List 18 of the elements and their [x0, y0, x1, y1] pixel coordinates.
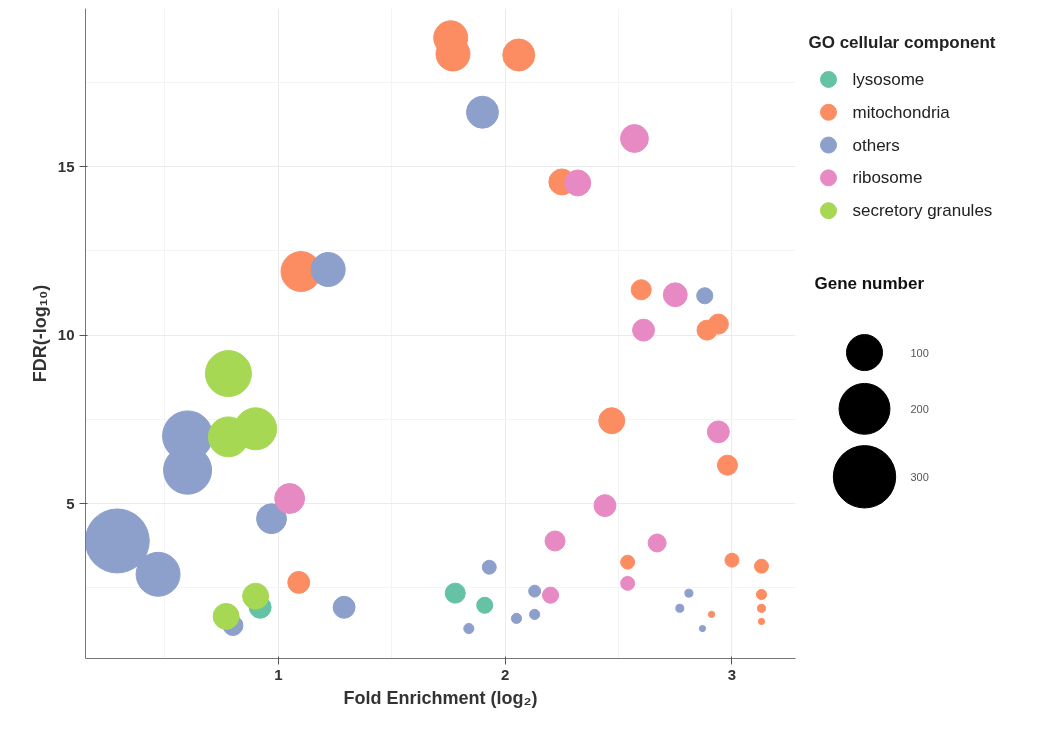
legend-label: others: [852, 135, 900, 155]
legend-label: 300: [910, 470, 929, 483]
y-tick-label: 10: [57, 326, 75, 344]
text: Gene number: [814, 273, 925, 293]
y-tick-label: 5: [66, 494, 75, 512]
legend-label: ribosome: [852, 168, 923, 188]
x-tick-label: 1: [274, 665, 283, 683]
legend-label: 100: [910, 346, 929, 359]
legend-label: 200: [910, 402, 929, 415]
x-tick-label: 2: [500, 665, 510, 683]
x-axis-title: Fold Enrichment (log₂): [343, 687, 538, 708]
legend-label: lysosome: [852, 69, 925, 89]
legend-title: GO cellular component: [808, 32, 996, 52]
x-tick-label: 3: [727, 665, 737, 683]
legend-label: secretory granules: [852, 201, 993, 221]
y-axis-title: FDR(-log₁₀): [29, 284, 50, 383]
legend-label: mitochondria: [852, 102, 951, 122]
y-tick-label: 15: [57, 157, 75, 175]
